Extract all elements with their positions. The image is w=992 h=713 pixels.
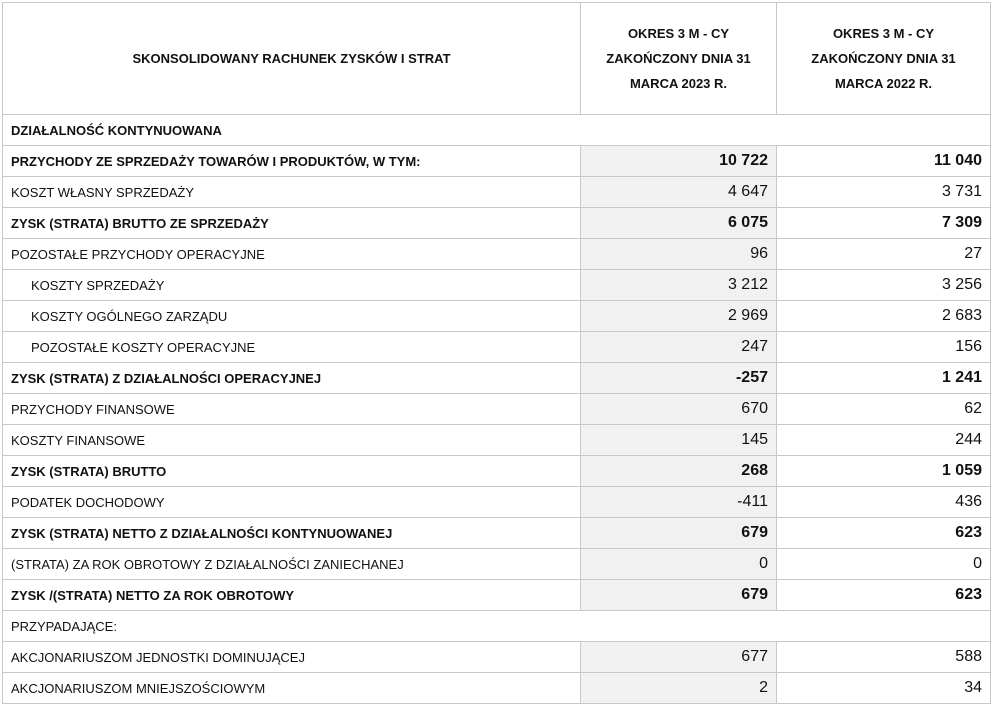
value-cell: 11 040 xyxy=(776,145,991,177)
value-cell: 1 059 xyxy=(776,455,991,487)
header-cell: OKRES 3 M - CY ZAKOŃCZONY DNIA 31 MARCA … xyxy=(580,2,777,115)
value-cell: 677 xyxy=(580,641,777,673)
table-row: AKCJONARIUSZOM JEDNOSTKI DOMINUJĄCEJ 677 5… xyxy=(2,641,991,673)
value-cell: 27 xyxy=(776,238,991,270)
value-cell: 6 075 xyxy=(580,207,777,239)
table-row: KOSZT WŁASNY SPRZEDAŻY 4 647 3 731 xyxy=(2,176,991,208)
table-row: ZYSK /(STRATA) NETTO ZA ROK OBROTOWY 679 6… xyxy=(2,579,991,611)
value-cell: 2 969 xyxy=(580,300,777,332)
value-cell: 247 xyxy=(580,331,777,363)
value-cell: 0 xyxy=(776,548,991,580)
value-cell: 268 xyxy=(580,455,777,487)
table-body: DZIAŁALNOŚĆ KONTYNUOWANA PRZYCHODY ZE SPR… xyxy=(2,114,991,704)
table-row: ZYSK (STRATA) BRUTTO ZE SPRZEDAŻY 6 075 7 … xyxy=(2,207,991,239)
row-label: ZYSK (STRATA) BRUTTO ZE SPRZEDAŻY xyxy=(2,207,581,239)
value-cell: 156 xyxy=(776,331,991,363)
table-row: PRZYPADAJĄCE: xyxy=(2,610,991,642)
value-cell: 679 xyxy=(580,579,777,611)
value-cell: 623 xyxy=(776,579,991,611)
header-cell: OKRES 3 M - CY ZAKOŃCZONY DNIA 31 MARCA … xyxy=(776,2,991,115)
value-cell: 1 241 xyxy=(776,362,991,394)
value-cell: 10 722 xyxy=(580,145,777,177)
table-header: SKONSOLIDOWANY RACHUNEK ZYSKÓW I STRAT O… xyxy=(2,2,991,115)
row-label: AKCJONARIUSZOM MNIEJSZOŚCIOWYM xyxy=(2,672,581,704)
value-cell: 436 xyxy=(776,486,991,518)
value-cell: 3 256 xyxy=(776,269,991,301)
value-cell: -411 xyxy=(580,486,777,518)
row-label: PRZYCHODY FINANSOWE xyxy=(2,393,581,425)
value-cell: 2 xyxy=(580,672,777,704)
table-row: KOSZTY FINANSOWE 145 244 xyxy=(2,424,991,456)
table-row: ZYSK (STRATA) NETTO Z DZIAŁALNOŚCI KONTY… xyxy=(2,517,991,549)
value-cell: 679 xyxy=(580,517,777,549)
section-label: DZIAŁALNOŚĆ KONTYNUOWANA xyxy=(2,114,991,146)
row-label: POZOSTAŁE PRZYCHODY OPERACYJNE xyxy=(2,238,581,270)
row-label: KOSZTY FINANSOWE xyxy=(2,424,581,456)
value-cell: -257 xyxy=(580,362,777,394)
value-cell: 7 309 xyxy=(776,207,991,239)
row-label: KOSZTY SPRZEDAŻY xyxy=(2,269,581,301)
value-cell: 96 xyxy=(580,238,777,270)
table-row: ZYSK (STRATA) BRUTTO 268 1 059 xyxy=(2,455,991,487)
row-label: POZOSTAŁE KOSZTY OPERACYJNE xyxy=(2,331,581,363)
row-label: PRZYCHODY ZE SPRZEDAŻY TOWARÓW I PRODUKT… xyxy=(2,145,581,177)
table-row: POZOSTAŁE KOSZTY OPERACYJNE 247 156 xyxy=(2,331,991,363)
value-cell: 0 xyxy=(580,548,777,580)
value-cell: 2 683 xyxy=(776,300,991,332)
header-cell: SKONSOLIDOWANY RACHUNEK ZYSKÓW I STRAT xyxy=(2,2,581,115)
value-cell: 145 xyxy=(580,424,777,456)
row-label: AKCJONARIUSZOM JEDNOSTKI DOMINUJĄCEJ xyxy=(2,641,581,673)
table-row: KOSZTY OGÓLNEGO ZARZĄDU 2 969 2 683 xyxy=(2,300,991,332)
value-cell: 244 xyxy=(776,424,991,456)
value-cell: 34 xyxy=(776,672,991,704)
table-row: DZIAŁALNOŚĆ KONTYNUOWANA xyxy=(2,114,991,146)
table-row: ZYSK (STRATA) Z DZIAŁALNOŚCI OPERACYJNEJ… xyxy=(2,362,991,394)
table-row: (STRATA) ZA ROK OBROTOWY Z DZIAŁALNOŚCI … xyxy=(2,548,991,580)
value-cell: 670 xyxy=(580,393,777,425)
value-cell: 62 xyxy=(776,393,991,425)
value-cell: 588 xyxy=(776,641,991,673)
table-row: PRZYCHODY FINANSOWE 670 62 xyxy=(2,393,991,425)
row-label: ZYSK (STRATA) NETTO Z DZIAŁALNOŚCI KONTY… xyxy=(2,517,581,549)
header-row: SKONSOLIDOWANY RACHUNEK ZYSKÓW I STRAT O… xyxy=(2,2,991,115)
row-label: PODATEK DOCHODOWY xyxy=(2,486,581,518)
section-label: PRZYPADAJĄCE: xyxy=(2,610,991,642)
value-cell: 4 647 xyxy=(580,176,777,208)
row-label: ZYSK (STRATA) Z DZIAŁALNOŚCI OPERACYJNEJ xyxy=(2,362,581,394)
value-cell: 623 xyxy=(776,517,991,549)
table-row: PODATEK DOCHODOWY -411 436 xyxy=(2,486,991,518)
table-row: AKCJONARIUSZOM MNIEJSZOŚCIOWYM 2 34 xyxy=(2,672,991,704)
row-label: ZYSK (STRATA) BRUTTO xyxy=(2,455,581,487)
table-row: POZOSTAŁE PRZYCHODY OPERACYJNE 96 27 xyxy=(2,238,991,270)
table-row: PRZYCHODY ZE SPRZEDAŻY TOWARÓW I PRODUKT… xyxy=(2,145,991,177)
value-cell: 3 212 xyxy=(580,269,777,301)
table-row: KOSZTY SPRZEDAŻY 3 212 3 256 xyxy=(2,269,991,301)
value-cell: 3 731 xyxy=(776,176,991,208)
row-label: (STRATA) ZA ROK OBROTOWY Z DZIAŁALNOŚCI … xyxy=(2,548,581,580)
row-label: ZYSK /(STRATA) NETTO ZA ROK OBROTOWY xyxy=(2,579,581,611)
row-label: KOSZTY OGÓLNEGO ZARZĄDU xyxy=(2,300,581,332)
row-label: KOSZT WŁASNY SPRZEDAŻY xyxy=(2,176,581,208)
